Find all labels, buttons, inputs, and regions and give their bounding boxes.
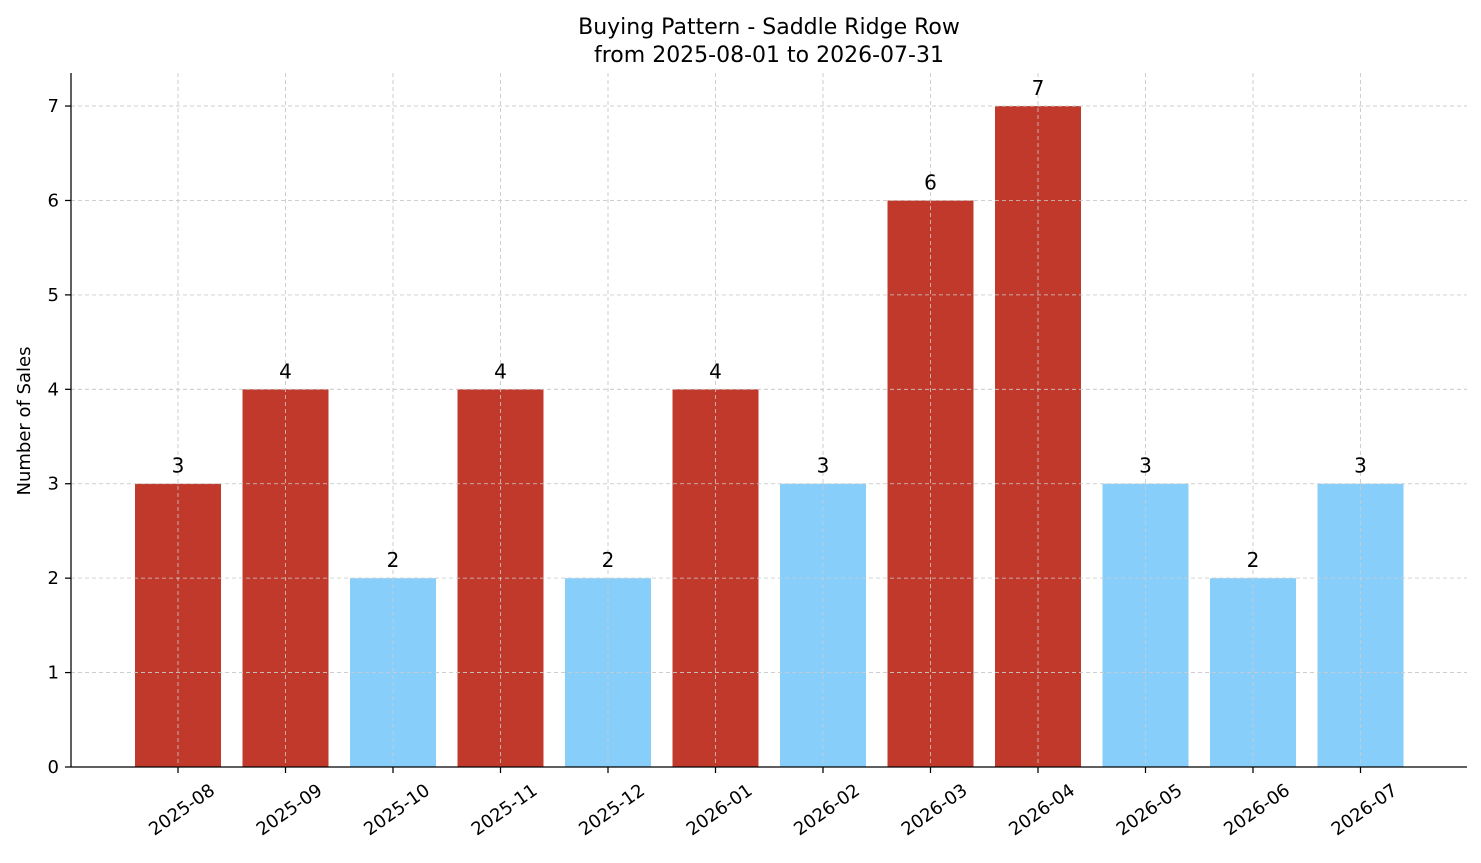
bar	[887, 200, 974, 768]
y-tick-label: 2	[48, 568, 59, 589]
x-tick-label: 2025-12	[575, 780, 649, 840]
x-tick-label: 2026-05	[1113, 780, 1187, 840]
x-tick-label: 2026-02	[790, 780, 864, 840]
grid-overlay	[71, 73, 1467, 768]
y-tick-label: 4	[48, 379, 59, 400]
x-tick-label: 2026-03	[898, 780, 972, 840]
data-label: 2	[387, 548, 400, 572]
x-tick-label: 2025-11	[468, 780, 542, 840]
chart-subtitle: from 2025-08-01 to 2026-07-31	[594, 43, 944, 68]
x-tick-label: 2025-08	[145, 780, 219, 840]
y-axis-label: Number of Sales	[14, 346, 35, 495]
data-label: 3	[817, 454, 830, 478]
x-tick-label: 2026-07	[1328, 780, 1402, 840]
data-label: 2	[602, 548, 615, 572]
data-label: 3	[1139, 454, 1152, 478]
y-tick-label: 6	[48, 190, 59, 211]
x-tick-label: 2026-04	[1005, 780, 1079, 840]
y-tick-label: 3	[48, 474, 59, 495]
bar	[995, 106, 1081, 768]
data-label: 3	[172, 454, 185, 478]
x-tick-label: 2025-09	[253, 780, 327, 840]
bar	[1210, 578, 1296, 767]
data-label: 4	[279, 359, 292, 383]
bar	[565, 578, 651, 767]
y-tick-label: 1	[48, 663, 59, 684]
data-label: 7	[1032, 76, 1045, 100]
data-label: 3	[1354, 454, 1367, 478]
x-tick-label: 2026-06	[1220, 780, 1294, 840]
bars	[135, 106, 1404, 768]
data-label: 4	[494, 359, 507, 383]
y-tick-label: 7	[48, 96, 59, 117]
axes	[65, 73, 1467, 773]
data-label: 6	[924, 170, 937, 194]
data-label: 2	[1247, 548, 1260, 572]
y-tick-label: 0	[48, 757, 59, 778]
y-tick-label: 5	[48, 285, 59, 306]
data-label: 4	[709, 359, 722, 383]
x-tick-label: 2025-10	[360, 780, 434, 840]
x-tick-label: 2026-01	[683, 780, 757, 840]
chart-title: Buying Pattern - Saddle Ridge Row	[578, 15, 960, 40]
